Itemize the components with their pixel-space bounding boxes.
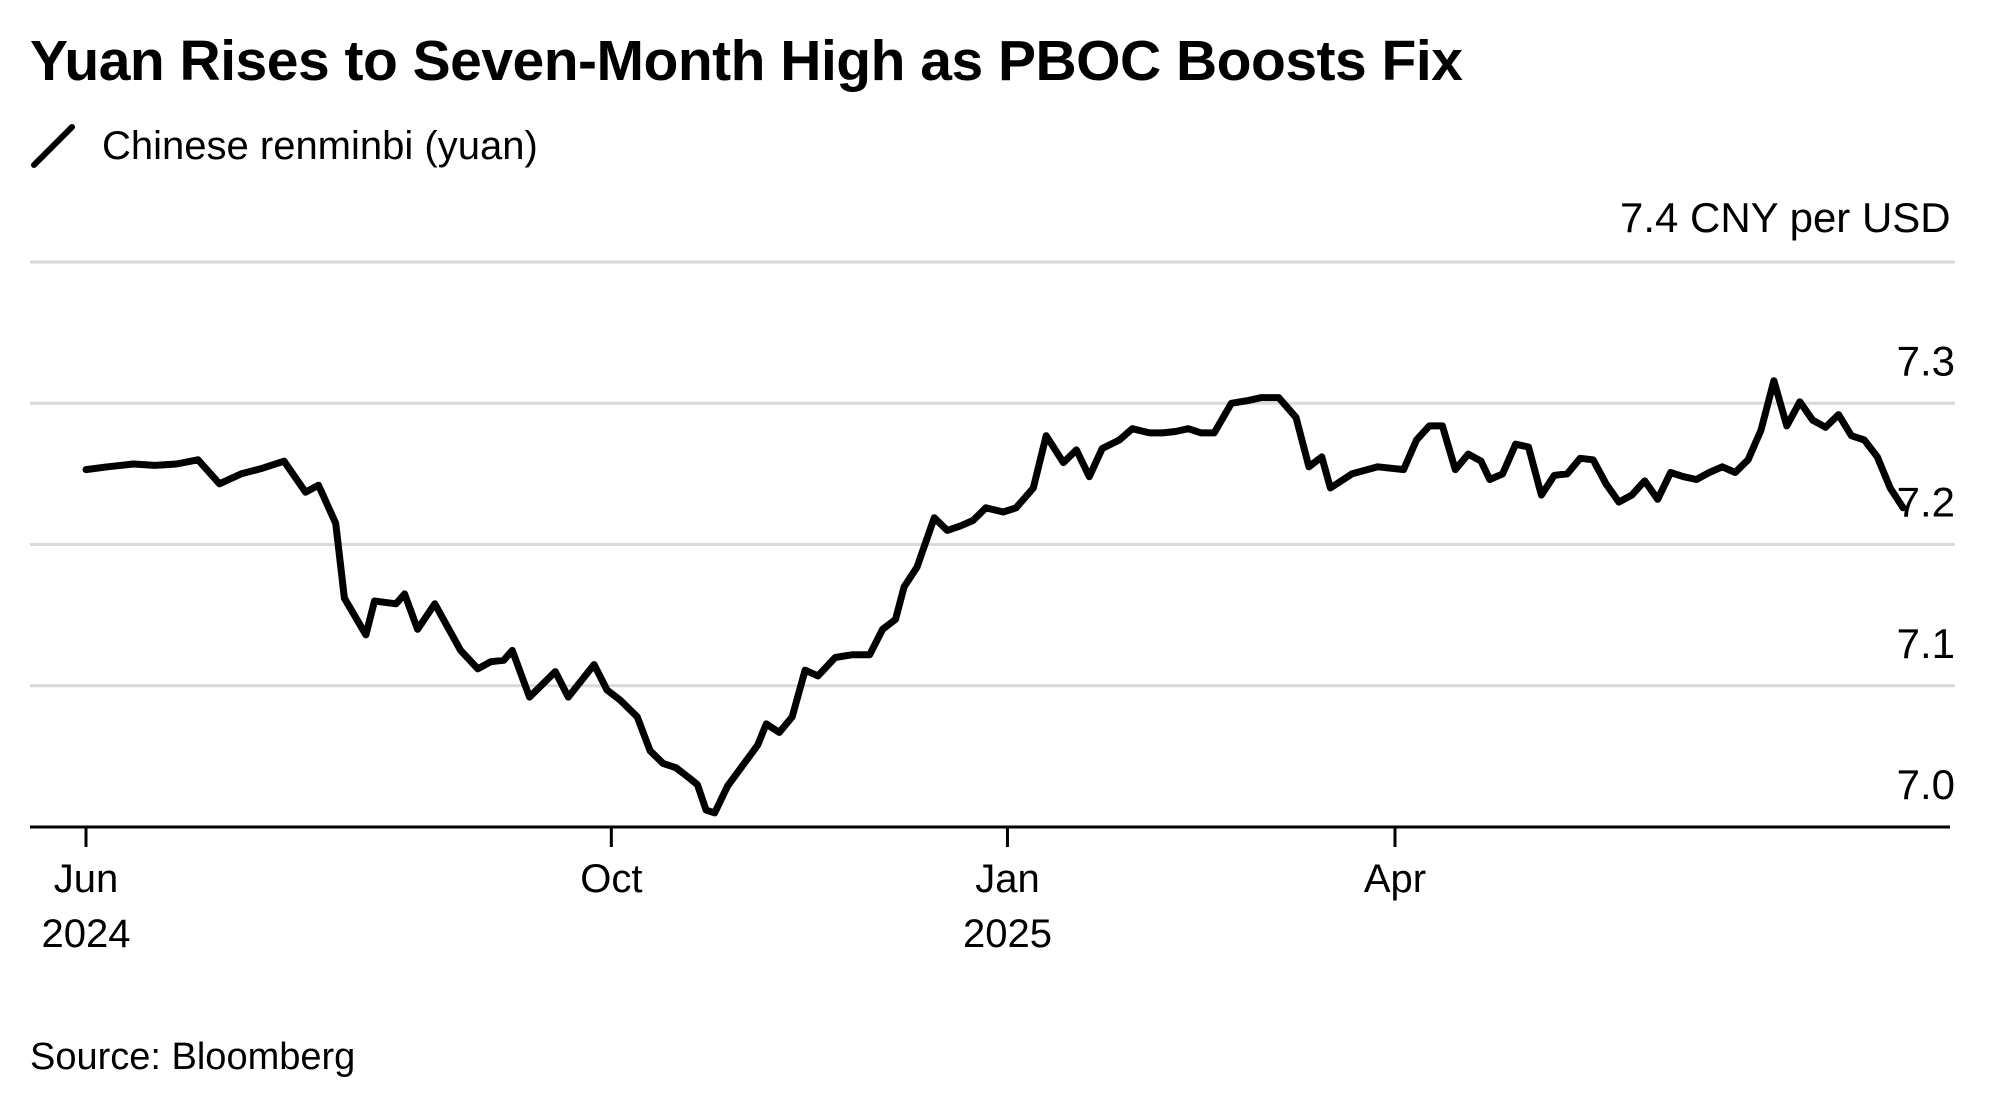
source-note: Source: Bloomberg (30, 1036, 356, 1078)
y-tick-label-7.0: 7.0 (1897, 761, 1955, 808)
y-tick-label-7.4: 7.4 (1620, 194, 1678, 241)
series-line-yuan (82, 377, 1907, 817)
y-tick-label-7.1: 7.1 (1897, 620, 1955, 667)
x-tick-label-jun: Jun (54, 857, 119, 901)
x-tick-label-jan: Jan (975, 857, 1040, 901)
y-axis-ticks: 7.0 7.1 7.2 7.3 7.4 (1620, 194, 1955, 808)
x-axis-ticks: Jun 2024 Oct Jan 2025 Apr (42, 827, 1426, 956)
legend-label: Chinese renminbi (yuan) (102, 123, 538, 168)
x-tick-year-2024: 2024 (42, 912, 131, 956)
x-tick-label-oct: Oct (580, 857, 642, 901)
legend: Chinese renminbi (yuan) (30, 118, 538, 174)
x-tick-label-apr: Apr (1364, 857, 1426, 901)
gridlines (30, 260, 1955, 688)
y-tick-label-7.3: 7.3 (1897, 337, 1955, 384)
chart-title: Yuan Rises to Seven-Month High as PBOC B… (30, 29, 1463, 93)
x-tick-year-2025: 2025 (963, 912, 1052, 956)
legend-line-swatch (31, 124, 75, 168)
y-tick-label-7.2: 7.2 (1897, 479, 1955, 526)
y-axis-unit-label: CNY per USD (1690, 194, 1951, 241)
